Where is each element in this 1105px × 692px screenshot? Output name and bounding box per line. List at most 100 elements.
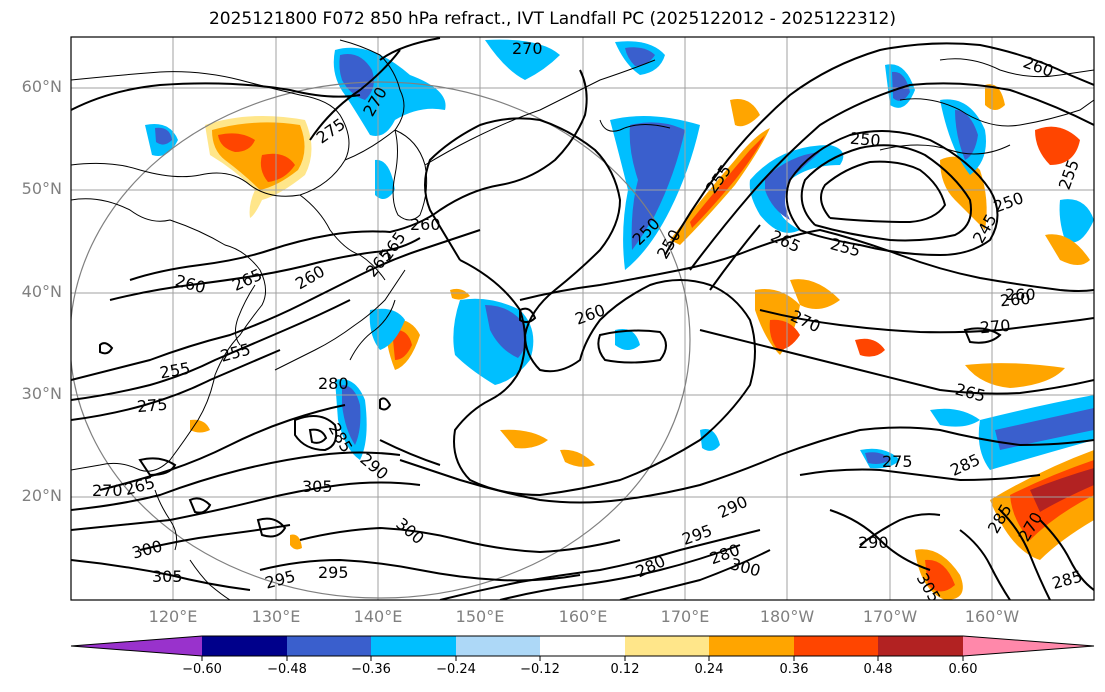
lon-label: 140°E (353, 607, 403, 626)
contour-lines (71, 37, 1094, 600)
shade-patch-darkred-southeast (1030, 468, 1094, 512)
contour-label: 290 (715, 492, 751, 522)
lon-label: 120°E (148, 607, 198, 626)
contour-label: 260 (1005, 285, 1036, 304)
shade-patch-orange-left-south-2 (190, 419, 210, 433)
contour-label: 280 (318, 374, 349, 393)
shade-patch-orange-south-center (500, 429, 548, 449)
map-frame (70, 36, 1095, 601)
contour-label: 255 (158, 358, 191, 382)
colorbar-tick-label: 0.48 (863, 662, 893, 677)
colorbar-segment (625, 636, 709, 656)
shade-patch-orange-mid-east-2 (790, 279, 840, 309)
contour-label: 305 (152, 567, 183, 586)
contour-label: 275 (313, 114, 349, 147)
lon-label: 180°W (759, 607, 815, 626)
colorbar-segment (371, 636, 456, 656)
shade-patch-red-east (1035, 126, 1080, 165)
lon-label: 150°E (455, 607, 505, 626)
shade-patch-blue-japan-mid (369, 308, 405, 350)
map-title: 2025121800 F072 850 hPa refract., IVT La… (208, 9, 896, 29)
colorbar-tick-label: −0.12 (520, 662, 560, 677)
colorbar-tick-label: −0.36 (351, 662, 391, 677)
colorbar-tick-label: 0.12 (610, 662, 640, 677)
colorbar-segment (878, 636, 963, 656)
contour-label: 285 (1050, 567, 1084, 593)
contour-label: 270 (92, 481, 123, 500)
colorbar-tick-label: −0.60 (182, 662, 222, 677)
lon-label: 130°E (251, 607, 301, 626)
shade-patch-blue-north-2-core (625, 47, 655, 66)
shade-patch-red-mid-east-3 (855, 338, 885, 357)
contour-label: 265 (953, 379, 987, 405)
lat-label: 60°N (21, 77, 62, 96)
contour-label: 270 (979, 316, 1011, 338)
contour-label: 295 (263, 566, 297, 592)
colorbar-tick-label: 0.36 (779, 662, 809, 677)
contour-label: 260 (292, 262, 328, 294)
shaded-field (145, 39, 1094, 600)
contour-label: 250 (849, 129, 881, 151)
colorbar-tick-label: −0.48 (267, 662, 307, 677)
colorbar-segment (202, 636, 287, 656)
shade-patch-orange-far-north-right (985, 84, 1005, 110)
shade-patch-blue-lat30 (930, 408, 980, 427)
contour-label: 255 (828, 234, 862, 260)
colorbar-segment (456, 636, 540, 656)
shade-patch-red-diagonal (690, 135, 765, 228)
shade-patch-orange-left-south (290, 534, 302, 550)
shade-patch-orange-mid-east-4 (965, 363, 1065, 388)
shade-patch-blue-east-small (615, 329, 640, 350)
lat-label: 20°N (21, 486, 62, 505)
contour-label: 260 (1021, 53, 1056, 81)
contour-label: 275 (136, 395, 168, 417)
shade-patch-blue-southeast-core (995, 408, 1094, 450)
shade-patch-blue-kuril (375, 159, 395, 199)
shade-patch-orange-south-center-2 (560, 449, 595, 467)
colorbar-extend-high (963, 636, 1094, 656)
contour-label: 260 (572, 300, 607, 328)
shade-patch-orange-center-2 (450, 288, 470, 300)
shade-patch-blue-far-right (1059, 199, 1094, 243)
shade-patch-blue-mid-center-core (485, 305, 527, 358)
colorbar-segment (709, 636, 794, 656)
contour-label: 305 (302, 477, 333, 496)
colorbar-segment (794, 636, 878, 656)
shade-patch-blue-south-east-2-core (865, 452, 890, 464)
colorbar (70, 635, 1095, 661)
shade-patch-blue-japan-south-core (342, 385, 361, 445)
contour-label: 255 (218, 340, 252, 366)
shade-patch-blue-east-arc-core (765, 152, 820, 220)
colorbar-extend-low (71, 636, 202, 656)
shade-patch-blue-central-core (629, 122, 685, 250)
shade-patch-orange-far-right (1045, 234, 1090, 265)
shade-patch-blue-east-right-core (955, 110, 978, 160)
contour-label: 290 (858, 533, 889, 552)
shade-patch-orange-east (940, 156, 987, 230)
shade-patch-red-japan (392, 329, 412, 360)
lon-label: 160°E (558, 607, 608, 626)
shade-patch-blue-far-north-right-core (892, 71, 910, 101)
contour-label: 260 (410, 215, 441, 234)
shade-patch-orange-nw-right (730, 99, 760, 127)
colorbar-segment (287, 636, 371, 656)
shade-patch-red-mid-east (769, 319, 800, 350)
contour-label: 300 (130, 536, 164, 562)
contour-label: 275 (882, 452, 913, 471)
colorbar-tick-label: −0.24 (436, 662, 476, 677)
range-circle (71, 81, 691, 599)
lat-label: 30°N (21, 384, 62, 403)
shade-patch-red-northwest (218, 133, 255, 152)
contour-label: 270 (512, 39, 543, 58)
colorbar-tick-label: 0.24 (694, 662, 724, 677)
lon-label: 170°W (862, 607, 918, 626)
shade-patch-blue-east-arc (749, 145, 844, 233)
shade-patch-blue-west-small-core (155, 127, 172, 145)
colorbar-segment (540, 636, 625, 656)
lon-label: 160°W (964, 607, 1020, 626)
shade-patch-red-northwest-2 (260, 153, 295, 182)
lat-label: 40°N (21, 282, 62, 301)
contour-label: 250 (991, 188, 1026, 216)
contour-label: 285 (947, 450, 983, 480)
